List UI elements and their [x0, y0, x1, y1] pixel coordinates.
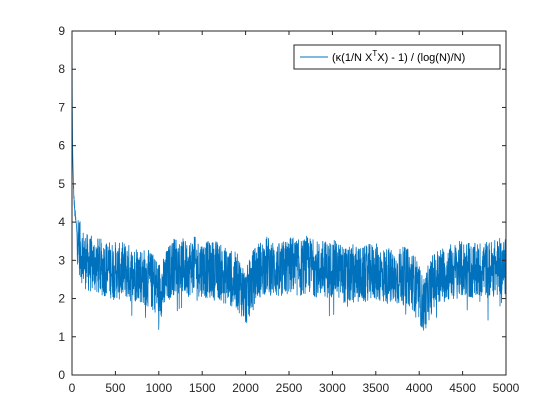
y-tick-label: 1 — [58, 330, 65, 344]
x-tick-label: 3000 — [319, 381, 346, 395]
y-tick-label: 9 — [58, 24, 65, 38]
series-layer — [71, 40, 507, 331]
plot-area-background — [72, 31, 506, 375]
x-tick-label: 4500 — [449, 381, 476, 395]
x-tick-label: 5000 — [493, 381, 520, 395]
legend-box — [293, 44, 501, 70]
series-line-0 — [71, 40, 507, 331]
x-tick-label: 500 — [105, 381, 125, 395]
x-tick-label: 3500 — [362, 381, 389, 395]
y-tick-label: 3 — [58, 253, 65, 267]
y-tick-label: 0 — [58, 368, 65, 382]
x-tick-label: 0 — [69, 381, 76, 395]
y-tick-label: 6 — [58, 139, 65, 153]
y-tick-label: 4 — [58, 215, 65, 229]
x-tick-label: 4000 — [406, 381, 433, 395]
x-tick-label: 1000 — [145, 381, 172, 395]
y-axis: 0 1 2 3 4 5 6 7 8 9 — [58, 24, 506, 382]
x-tick-label: 2000 — [232, 381, 259, 395]
y-tick-label: 5 — [58, 177, 65, 191]
x-axis: 0 500 1000 1500 2000 2500 3000 3500 4000 4500 5000 — [69, 31, 520, 395]
y-tick-label: 7 — [58, 100, 65, 114]
legend: (κ(1/N XTX) - 1) / (log(N)/N) — [293, 44, 501, 70]
y-tick-label: 2 — [58, 292, 65, 306]
x-tick-label: 1500 — [189, 381, 216, 395]
legend-label: (κ(1/N XTX) - 1) / (log(N)/N) — [332, 49, 465, 64]
y-tick-label: 8 — [58, 62, 65, 76]
x-tick-label: 2500 — [276, 381, 303, 395]
